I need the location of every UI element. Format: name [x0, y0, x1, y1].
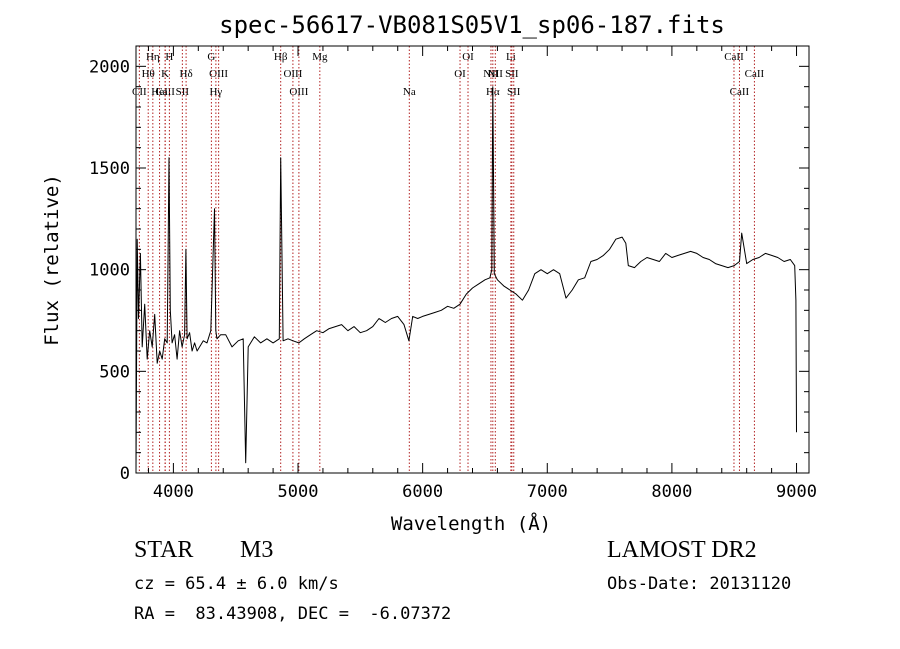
spectrum-series	[135, 86, 797, 474]
x-tick-label: 8000	[651, 482, 692, 502]
line-marker-label: K	[161, 68, 169, 80]
y-tick-label: 1000	[89, 261, 130, 281]
chart-title: spec-56617-VB081S05V1_sp06-187.fits	[219, 11, 725, 39]
y-tick-label: 2000	[89, 57, 130, 77]
line-marker-label: Hη	[146, 51, 160, 63]
radec-text: RA = 83.43908, DEC = -6.07372	[134, 604, 452, 624]
x-tick-label: 4000	[153, 482, 194, 502]
line-marker-label: Hγ	[209, 86, 222, 98]
line-marker-label: G	[207, 51, 215, 63]
line-marker-label: CaII	[745, 68, 765, 80]
line-marker-label: Hθ	[142, 68, 155, 80]
line-marker-label: CII	[132, 86, 147, 98]
line-marker-label: CaII	[724, 51, 744, 63]
line-marker-label: OI	[462, 51, 474, 63]
line-marker-label: SII	[507, 86, 521, 98]
line-marker-label: Hβ	[274, 51, 288, 63]
y-axis-label: Flux (relative)	[41, 174, 63, 346]
object-subclass: M3	[240, 537, 274, 563]
x-tick-label: 6000	[402, 482, 443, 502]
line-marker-label: OIII	[283, 68, 302, 80]
line-marker-label: Mg	[312, 51, 328, 63]
x-tick-label: 7000	[527, 482, 568, 502]
obs-date-text: Obs-Date: 20131120	[607, 574, 792, 594]
line-marker-label: NII	[488, 68, 504, 80]
line-marker-label: HeI	[151, 86, 168, 98]
survey-name: LAMOST DR2	[607, 537, 757, 563]
y-tick-label: 1500	[89, 159, 130, 179]
line-marker-label: H	[165, 51, 173, 63]
line-marker-label: OIII	[289, 86, 308, 98]
object-class: STAR	[134, 537, 194, 563]
spectrum-line	[135, 86, 797, 474]
axes: 4000 5000 6000 7000 8000 9000 0 500 1000 1500 2000	[89, 46, 817, 502]
line-marker-label: OI	[454, 68, 466, 80]
line-marker-label: Hδ	[180, 68, 193, 80]
y-tick-label: 0	[120, 464, 130, 484]
x-tick-label: 9000	[776, 482, 817, 502]
line-marker-label: CaII	[730, 86, 750, 98]
redshift-text: cz = 65.4 ± 6.0 km/s	[134, 574, 339, 594]
line-marker-label: SII	[505, 68, 519, 80]
line-marker-label: OIII	[209, 68, 228, 80]
x-tick-label: 5000	[278, 482, 319, 502]
line-marker-label: Na	[403, 86, 416, 98]
line-markers: CaII Hθ CII Hη HeI KH SII Hδ G OIII Hγ Hβ OIII OIII Mg…	[132, 46, 765, 473]
line-marker-label: SII	[176, 86, 190, 98]
line-marker-label: Li	[506, 51, 516, 63]
y-tick-label: 500	[99, 362, 130, 382]
x-axis-label: Wavelength (Å)	[391, 512, 551, 535]
